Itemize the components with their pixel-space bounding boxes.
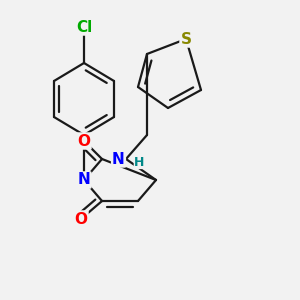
Text: Cl: Cl: [76, 20, 92, 34]
Text: S: S: [181, 32, 191, 46]
Text: H: H: [134, 155, 145, 169]
Text: N: N: [112, 152, 125, 166]
Text: O: O: [74, 212, 88, 226]
Text: O: O: [77, 134, 91, 148]
Text: N: N: [78, 172, 90, 188]
